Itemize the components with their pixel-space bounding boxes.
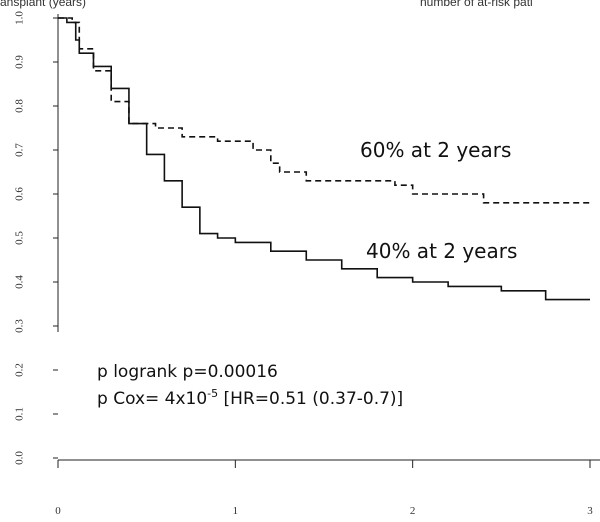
- survival-curve: [58, 17, 590, 204]
- header-right: number of at-risk pati: [420, 0, 533, 9]
- x-tick-label: 1: [233, 505, 239, 517]
- y-tick-label: 0.2: [14, 363, 26, 377]
- header-left: ansplant (years): [0, 0, 86, 9]
- x-tick-label: 2: [410, 505, 416, 517]
- y-tick-label: 0.9: [14, 55, 26, 69]
- x-tick-label: 0: [55, 505, 61, 517]
- legend-text: p Cox= 4x10: [97, 389, 207, 409]
- y-tick-label: 0.0: [14, 451, 26, 465]
- y-tick-label: 0.5: [14, 231, 26, 245]
- y-tick-label: 0.7: [14, 143, 26, 157]
- y-tick-label: 0.4: [14, 275, 26, 289]
- y-tick-label: 0.1: [14, 407, 26, 421]
- legend-text: [HR=0.51 (0.37-0.7)]: [218, 389, 403, 409]
- annotation: 60% at 2 years: [360, 138, 511, 162]
- y-tick-label: 0.8: [14, 99, 26, 113]
- annotation: 40% at 2 years: [366, 239, 517, 263]
- legend-sup: -5: [207, 387, 218, 400]
- legend-text: p logrank p=0.00016: [97, 362, 278, 382]
- y-tick-label: 1.0: [14, 11, 26, 25]
- y-tick-label: 0.6: [14, 187, 26, 201]
- y-tick-label: 0.3: [14, 319, 26, 333]
- legend-text: p Cox= 4x10-5 [HR=0.51 (0.37-0.7)]: [97, 387, 403, 409]
- survival-curve: [58, 17, 590, 301]
- x-tick-label: 3: [587, 505, 593, 517]
